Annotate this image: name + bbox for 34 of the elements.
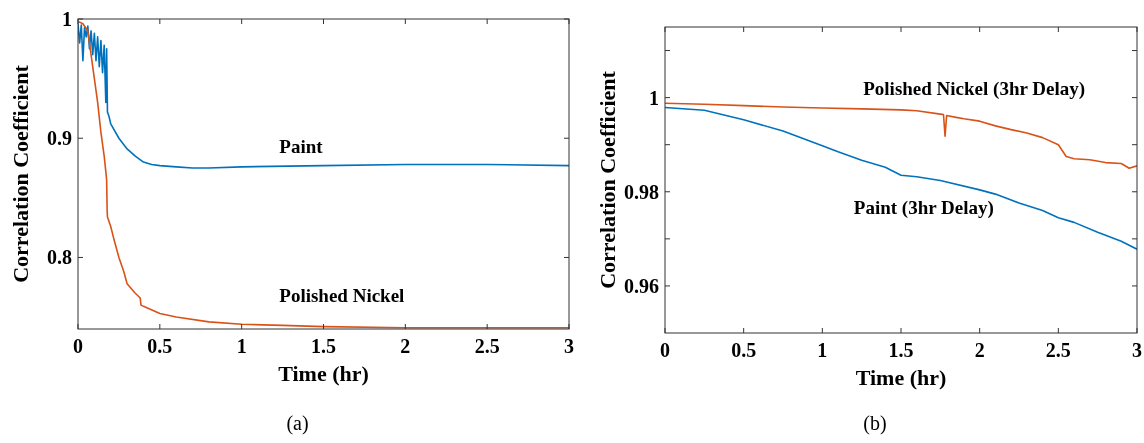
x-axis-title: Time (hr) [278, 361, 369, 386]
x-tick-label: 1 [236, 335, 247, 357]
y-tick-label: 0.98 [624, 180, 659, 203]
x-tick-label: 0 [73, 335, 83, 357]
series-label: Paint (3hr Delay) [853, 196, 994, 219]
y-tick-label: 1 [62, 8, 72, 30]
y-tick-label: 0.96 [624, 274, 659, 297]
x-tick-label: 0.5 [731, 339, 757, 361]
line-series [78, 22, 569, 169]
y-axis-title: Correlation Coefficient [8, 64, 33, 283]
x-tick-label: 3 [564, 335, 574, 357]
x-tick-label: 0.5 [147, 335, 173, 357]
x-tick-label: 1.5 [311, 335, 336, 357]
line-series [665, 102, 1137, 170]
x-tick-label: 3 [1132, 339, 1142, 361]
line-series [78, 20, 569, 329]
x-tick-label: 2 [974, 339, 985, 361]
x-tick-label: 1 [817, 339, 828, 361]
y-tick-label: 1 [649, 86, 659, 109]
x-tick-label: 2 [400, 335, 411, 357]
text: (a) [286, 412, 309, 435]
x-tick-label: 1.5 [888, 339, 914, 361]
series-label: Polished Nickel (3hr Delay) [863, 77, 1086, 100]
x-tick-label: 0 [660, 339, 670, 361]
x-tick-label: 2.5 [1045, 339, 1071, 361]
y-tick-label: 0.8 [47, 246, 72, 269]
series-label: Polished Nickel [279, 285, 405, 307]
x-axis-title: Time (hr) [855, 365, 947, 390]
y-axis-title: Correlation Coefficient [595, 70, 620, 289]
line-series [665, 106, 1137, 250]
series-label: Paint [279, 135, 324, 157]
y-tick-label: 0.9 [47, 127, 72, 150]
text: (b) [863, 412, 887, 435]
x-tick-label: 2.5 [474, 335, 500, 357]
